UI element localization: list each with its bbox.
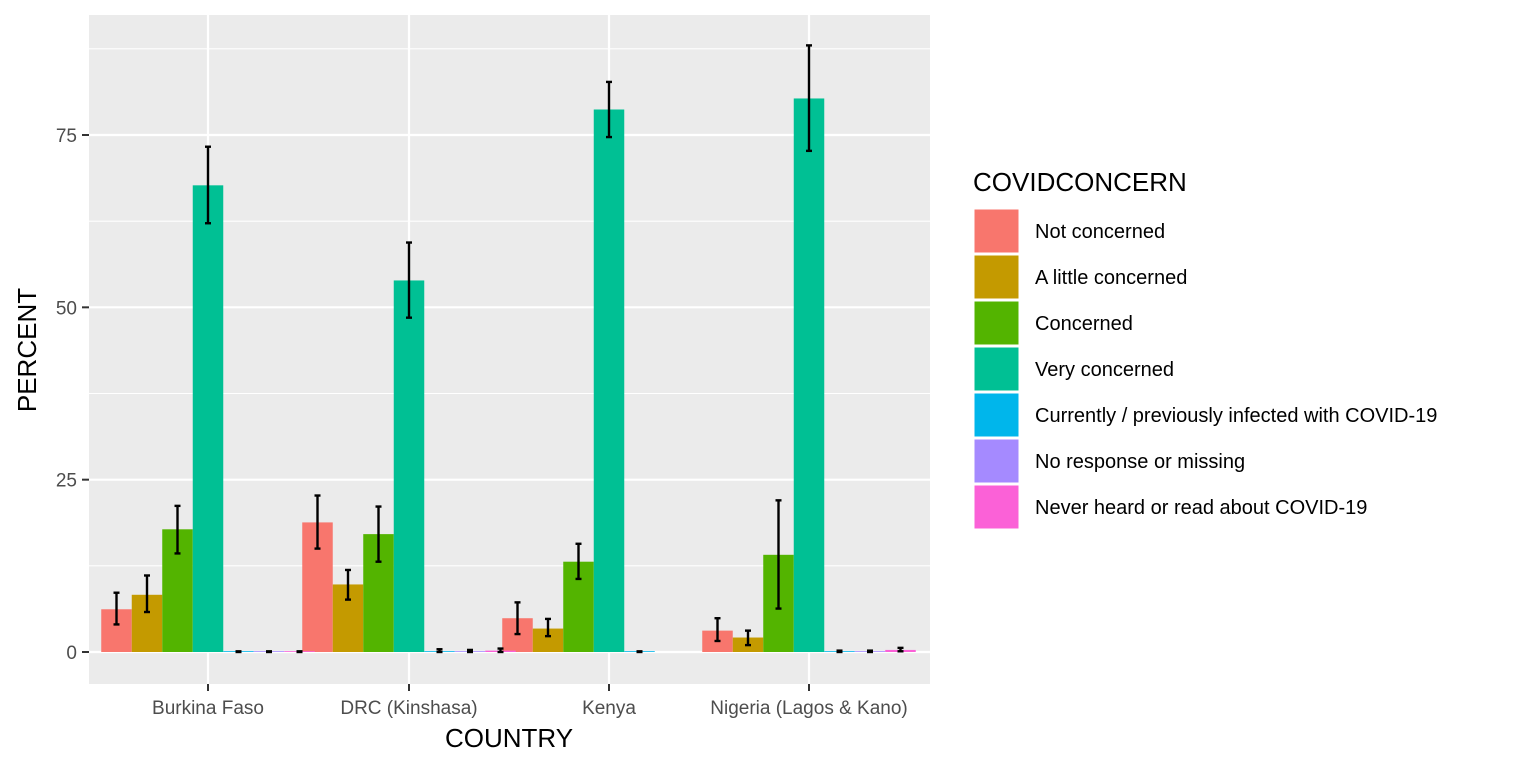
bar	[532, 628, 564, 652]
bar	[393, 280, 425, 652]
legend-key	[973, 392, 1020, 438]
x-tick-label: Kenya	[582, 698, 636, 719]
legend-label: Never heard or read about COVID-19	[1035, 497, 1367, 519]
y-tick-label: 50	[56, 298, 77, 319]
legend-label: No response or missing	[1035, 451, 1245, 473]
legend-label: Concerned	[1035, 313, 1133, 335]
legend-label: A little concerned	[1035, 267, 1187, 289]
x-axis: Burkina Faso DRC (Kinshasa) Kenya Nigeria (…	[152, 684, 908, 719]
y-tick-label: 75	[56, 126, 77, 147]
y-tick-label: 0	[66, 643, 77, 664]
legend-title: COVIDCONCERN	[973, 167, 1187, 197]
x-tick-label: Nigeria (Lagos & Kano)	[710, 698, 908, 719]
legend-key	[973, 438, 1020, 484]
x-tick-label: DRC (Kinshasa)	[340, 698, 477, 719]
legend-label: Currently / previously infected with COV…	[1035, 405, 1437, 427]
bar	[793, 98, 825, 652]
error-bars	[113, 44, 904, 654]
legend-key	[973, 254, 1020, 300]
legend-key	[973, 208, 1020, 254]
legend-label: Not concerned	[1035, 221, 1165, 243]
x-axis-title: COUNTRY	[445, 723, 573, 753]
bar	[192, 185, 224, 652]
bar	[593, 109, 625, 652]
legend-key	[973, 300, 1020, 346]
y-tick-label: 25	[56, 471, 77, 492]
y-axis-title: PERCENT	[12, 288, 42, 412]
legend-label: Very concerned	[1035, 359, 1174, 381]
x-tick-label: Burkina Faso	[152, 698, 264, 719]
legend: COVIDCONCERN Not concerned A little conce…	[973, 167, 1437, 530]
bars	[101, 98, 916, 652]
legend-key	[973, 484, 1020, 530]
y-axis: 0 25 50 75	[56, 126, 89, 664]
legend-key	[973, 346, 1020, 392]
